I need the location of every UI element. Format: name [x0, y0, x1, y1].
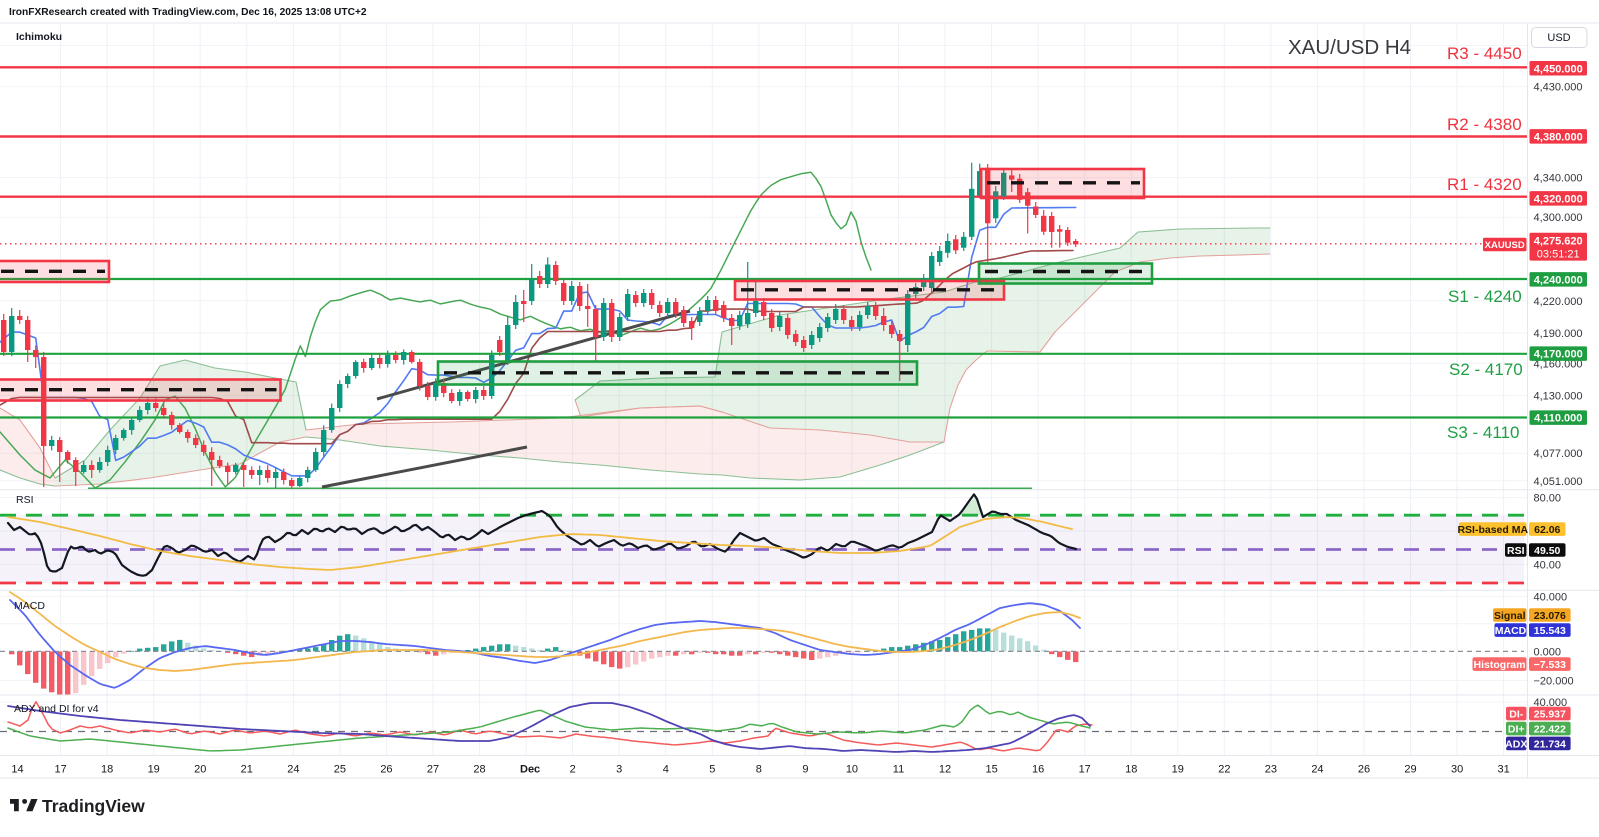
svg-text:29: 29 — [1404, 764, 1416, 776]
svg-text:4,380.000: 4,380.000 — [1534, 131, 1583, 143]
svg-text:S1 - 4240: S1 - 4240 — [1448, 287, 1522, 306]
svg-text:Signal: Signal — [1494, 610, 1526, 622]
svg-text:3: 3 — [616, 764, 622, 776]
svg-text:24: 24 — [1311, 764, 1323, 776]
svg-text:15: 15 — [985, 764, 997, 776]
svg-text:4,160.000: 4,160.000 — [1534, 358, 1583, 370]
svg-text:80.00: 80.00 — [1534, 493, 1562, 505]
svg-text:4,220.000: 4,220.000 — [1534, 296, 1583, 308]
svg-text:TradingView: TradingView — [42, 796, 145, 816]
svg-text:Ichimoku: Ichimoku — [16, 31, 62, 43]
svg-text:20: 20 — [194, 764, 206, 776]
svg-text:26: 26 — [380, 764, 392, 776]
svg-text:RSI: RSI — [16, 494, 34, 506]
svg-text:2: 2 — [570, 764, 576, 776]
svg-text:4,275.620: 4,275.620 — [1534, 236, 1583, 248]
svg-text:18: 18 — [1125, 764, 1137, 776]
svg-text:USD: USD — [1547, 32, 1570, 44]
svg-text:17: 17 — [54, 764, 66, 776]
svg-text:DI-: DI- — [1509, 709, 1524, 721]
svg-text:−7.533: −7.533 — [1534, 659, 1567, 671]
svg-text:24: 24 — [287, 764, 299, 776]
svg-text:40.00: 40.00 — [1534, 559, 1562, 571]
svg-text:21: 21 — [241, 764, 253, 776]
svg-text:0.000: 0.000 — [1534, 646, 1562, 658]
svg-text:22.422: 22.422 — [1534, 724, 1566, 736]
svg-text:4,130.000: 4,130.000 — [1534, 391, 1583, 403]
svg-text:5: 5 — [709, 764, 715, 776]
svg-text:9: 9 — [802, 764, 808, 776]
svg-text:28: 28 — [473, 764, 485, 776]
svg-text:4,110.000: 4,110.000 — [1534, 413, 1582, 425]
svg-text:62.06: 62.06 — [1534, 524, 1560, 536]
svg-text:XAUUSD: XAUUSD — [1485, 240, 1525, 251]
svg-text:ADX: ADX — [1505, 738, 1527, 750]
svg-text:8: 8 — [756, 764, 762, 776]
svg-text:03:51:21: 03:51:21 — [1537, 249, 1580, 261]
svg-text:4,320.000: 4,320.000 — [1534, 193, 1583, 205]
svg-text:21.734: 21.734 — [1534, 738, 1566, 750]
svg-text:R2 - 4380: R2 - 4380 — [1447, 115, 1522, 134]
svg-text:19: 19 — [148, 764, 160, 776]
svg-text:17: 17 — [1079, 764, 1091, 776]
svg-text:25: 25 — [334, 764, 346, 776]
svg-text:10: 10 — [846, 764, 858, 776]
svg-text:4: 4 — [663, 764, 669, 776]
svg-text:4,450.000: 4,450.000 — [1534, 63, 1583, 75]
svg-text:DI+: DI+ — [1508, 724, 1525, 736]
svg-text:IronFXResearch created with Tr: IronFXResearch created with TradingView.… — [9, 7, 367, 18]
svg-text:16: 16 — [1032, 764, 1044, 776]
svg-text:XAU/USD H4: XAU/USD H4 — [1288, 36, 1411, 59]
svg-text:18: 18 — [101, 764, 113, 776]
svg-text:31: 31 — [1498, 764, 1510, 776]
svg-text:4,170.000: 4,170.000 — [1534, 349, 1583, 361]
svg-text:26: 26 — [1358, 764, 1370, 776]
svg-text:4,077.000: 4,077.000 — [1534, 448, 1583, 460]
svg-text:ADX and DI for v4: ADX and DI for v4 — [14, 703, 99, 715]
svg-text:RSI: RSI — [1507, 545, 1525, 557]
svg-text:12: 12 — [939, 764, 951, 776]
svg-text:−20.000: −20.000 — [1534, 675, 1574, 687]
svg-text:4,300.000: 4,300.000 — [1534, 212, 1583, 224]
svg-text:25.937: 25.937 — [1534, 709, 1566, 721]
svg-text:Dec: Dec — [520, 764, 540, 776]
svg-text:11: 11 — [893, 764, 904, 776]
svg-text:4,190.000: 4,190.000 — [1534, 328, 1583, 340]
svg-text:RSI-based MA: RSI-based MA — [1457, 524, 1528, 536]
svg-text:4,051.000: 4,051.000 — [1534, 476, 1583, 488]
svg-text:4,240.000: 4,240.000 — [1534, 274, 1583, 286]
svg-text:23: 23 — [1265, 764, 1277, 776]
svg-text:27: 27 — [427, 764, 439, 776]
svg-text:40.000: 40.000 — [1534, 591, 1568, 603]
svg-text:4,340.000: 4,340.000 — [1534, 173, 1583, 185]
svg-text:23.076: 23.076 — [1534, 610, 1566, 622]
svg-text:30: 30 — [1451, 764, 1463, 776]
svg-text:Histogram: Histogram — [1474, 659, 1526, 671]
svg-text:S2 - 4170: S2 - 4170 — [1449, 360, 1523, 379]
svg-text:R3 - 4450: R3 - 4450 — [1447, 44, 1522, 63]
svg-text:19: 19 — [1172, 764, 1184, 776]
svg-text:MACD: MACD — [14, 600, 45, 612]
svg-text:4,430.000: 4,430.000 — [1534, 82, 1583, 94]
svg-text:22: 22 — [1218, 764, 1230, 776]
svg-text:14: 14 — [11, 764, 23, 776]
svg-text:40.000: 40.000 — [1534, 697, 1568, 709]
svg-text:R1 - 4320: R1 - 4320 — [1447, 175, 1522, 194]
svg-text:15.543: 15.543 — [1534, 625, 1566, 637]
svg-text:S3 - 4110: S3 - 4110 — [1447, 423, 1519, 442]
svg-text:MACD: MACD — [1495, 625, 1527, 637]
svg-text:49.50: 49.50 — [1534, 545, 1560, 557]
